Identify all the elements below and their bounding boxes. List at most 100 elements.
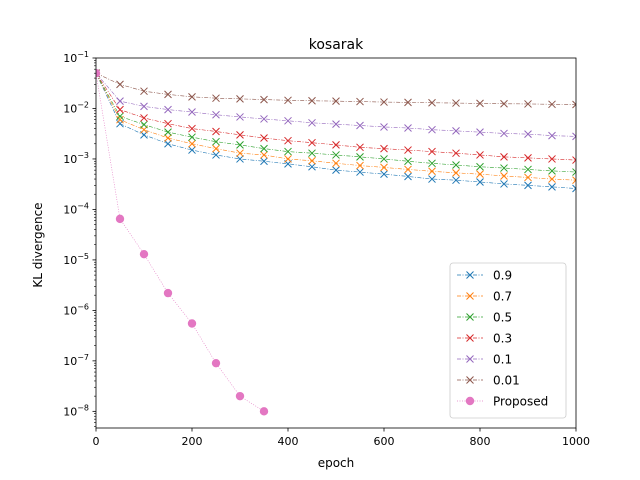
data-point	[332, 120, 340, 128]
data-point	[308, 138, 316, 147]
data-point	[332, 159, 340, 168]
data-point	[404, 157, 412, 166]
data-point	[452, 127, 460, 135]
data-point	[260, 144, 268, 153]
data-point	[356, 153, 364, 161]
series-line	[96, 73, 265, 412]
data-point	[164, 134, 172, 142]
data-point	[524, 130, 532, 139]
data-point	[548, 100, 556, 109]
legend-marker	[466, 376, 474, 384]
legend-item: 0.01	[457, 374, 520, 388]
data-point	[212, 110, 220, 119]
series-0.1	[96, 69, 576, 141]
legend-marker	[466, 355, 474, 363]
data-point	[116, 112, 124, 121]
data-point	[164, 105, 172, 114]
x-tick-label: 200	[182, 435, 203, 448]
data-point	[428, 175, 436, 183]
legend-label: 0.5	[493, 311, 512, 325]
data-point	[404, 98, 412, 107]
data-point	[524, 154, 532, 162]
y-axis-label: KL divergence	[31, 202, 45, 287]
data-point	[188, 133, 196, 142]
data-point	[380, 98, 388, 106]
legend-item: 0.5	[457, 311, 512, 325]
data-point	[235, 391, 245, 401]
data-point	[188, 139, 196, 148]
series-Proposed	[96, 68, 269, 416]
data-point	[212, 144, 220, 153]
data-point	[164, 128, 172, 136]
data-point	[476, 128, 484, 136]
data-point	[572, 100, 576, 109]
data-point	[236, 155, 244, 163]
legend-item: Proposed	[457, 395, 548, 409]
data-point	[404, 146, 412, 154]
y-tick-label: 10−8	[63, 403, 89, 418]
data-point	[332, 166, 340, 175]
data-point	[260, 95, 268, 104]
legend-marker	[466, 313, 474, 321]
series-0.9	[96, 69, 576, 193]
data-point	[284, 155, 292, 163]
data-point	[115, 214, 125, 224]
data-point	[332, 97, 340, 105]
data-point	[284, 116, 292, 125]
data-point	[308, 162, 316, 171]
data-point	[428, 167, 436, 176]
data-point	[212, 137, 220, 146]
data-point	[500, 180, 508, 188]
data-point	[236, 113, 244, 121]
legend-label: 0.01	[493, 374, 520, 388]
legend-label: 0.7	[493, 290, 512, 304]
data-point	[380, 170, 388, 179]
data-point	[116, 80, 124, 89]
data-point	[548, 167, 556, 175]
y-tick-label: 10−3	[63, 151, 89, 166]
data-point	[332, 151, 340, 159]
data-point	[356, 97, 364, 106]
data-point	[236, 131, 244, 139]
data-point	[236, 149, 244, 158]
x-axis-label: epoch	[318, 456, 355, 470]
data-point	[211, 358, 221, 368]
data-point	[260, 151, 268, 159]
data-point	[404, 165, 412, 174]
data-point	[572, 176, 576, 185]
x-tick-label: 0	[93, 435, 100, 448]
data-point	[140, 114, 148, 122]
data-point	[572, 132, 576, 141]
legend-label: 0.1	[493, 353, 512, 367]
data-point	[284, 136, 292, 145]
plot-frame	[95, 57, 577, 429]
data-point	[212, 94, 220, 103]
data-point	[96, 68, 101, 78]
data-point	[548, 183, 556, 191]
data-point	[139, 249, 149, 259]
data-point	[404, 172, 412, 181]
series-layer	[96, 68, 576, 416]
legend-label: 0.9	[493, 269, 512, 283]
legend-box	[449, 262, 567, 419]
data-point	[260, 134, 268, 142]
data-point	[524, 173, 532, 182]
data-point	[236, 141, 244, 149]
data-point	[188, 124, 196, 133]
data-point	[140, 120, 148, 129]
data-point	[572, 156, 576, 164]
data-point	[524, 100, 532, 108]
data-point	[164, 139, 172, 148]
data-point	[140, 87, 148, 96]
data-point	[116, 97, 124, 105]
legend: 0.9 0.7 0.5 0.3 0.1 0.01 Proposed	[449, 262, 567, 419]
series-line	[96, 73, 576, 161]
data-point	[476, 178, 484, 186]
data-point	[259, 407, 269, 416]
data-point	[260, 115, 268, 123]
data-point	[308, 96, 316, 105]
x-tick-label: 600	[374, 435, 395, 448]
data-point	[236, 95, 244, 103]
data-point	[452, 149, 460, 158]
